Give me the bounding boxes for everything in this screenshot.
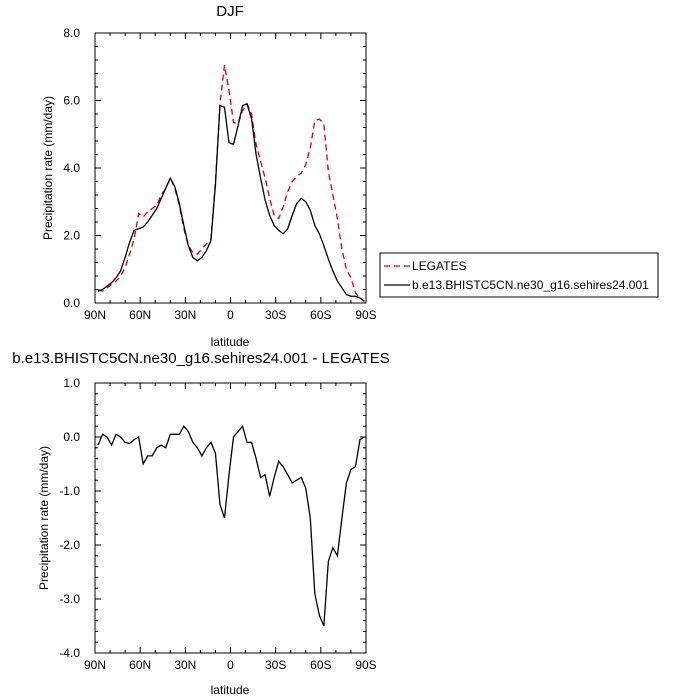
bottom-x-tick-label: 90S [355, 658, 376, 672]
top-x-tick-label: 30S [265, 308, 286, 322]
top-y-tick-label: 0.0 [63, 296, 80, 310]
top-y-tick-label: 8.0 [63, 26, 80, 40]
top-x-tick-label: 60S [310, 308, 331, 322]
top-plot-frame [94, 32, 367, 304]
legend: LEGATES b.e13.BHISTC5CN.ne30_g16.sehires… [379, 252, 659, 298]
top-x-tick-label: 30N [174, 308, 196, 322]
bottom-y-tick-label: -1.0 [59, 484, 80, 498]
legend-label-model: b.e13.BHISTC5CN.ne30_g16.sehires24.001 [412, 278, 649, 292]
legend-box [379, 252, 659, 298]
bottom-series-line-0 [97, 424, 365, 627]
bottom-series-lines [97, 424, 365, 627]
bottom-y-tick-label: -3.0 [59, 592, 80, 606]
top-axis-ticks: 90N 60N 30N 0 30S 60S 90S 0.0 2.0 4.0 6.0 8.0 [63, 26, 376, 322]
bottom-chart-ylabel: Precipitation rate (mm/day) [37, 446, 51, 590]
top-x-tick-label: 60N [129, 308, 151, 322]
top-series-line-0 [97, 64, 365, 302]
bottom-y-tick-label: -4.0 [59, 646, 80, 660]
top-series-line-1 [97, 103, 365, 302]
bottom-y-tick-label: 1.0 [63, 376, 80, 390]
bottom-x-tick-label: 60S [310, 658, 331, 672]
top-chart-title: DJF [216, 3, 244, 20]
bottom-chart-title: b.e13.BHISTC5CN.ne30_g16.sehires24.001 -… [12, 350, 389, 367]
legend-label-legates: LEGATES [412, 259, 466, 273]
top-chart: DJF 90N 60N 30N 0 30S 60S 90S 0.0 2.0 4.0 6.0 8.0 l… [41, 3, 659, 349]
top-series-lines [97, 64, 365, 302]
bottom-x-tick-label: 30S [265, 658, 286, 672]
top-x-tick-label: 90S [355, 308, 376, 322]
bottom-chart-xlabel: latitude [211, 683, 250, 697]
bottom-chart: b.e13.BHISTC5CN.ne30_g16.sehires24.001 -… [12, 350, 389, 697]
top-y-tick-label: 2.0 [63, 229, 80, 243]
top-y-tick-label: 6.0 [63, 94, 80, 108]
bottom-x-tick-label: 0 [227, 658, 234, 672]
bottom-axis-ticks: 90N 60N 30N 0 30S 60S 90S -4.0 -3.0 -2.0 -1.0 0.0 1.… [59, 376, 376, 672]
bottom-y-tick-label: 0.0 [63, 430, 80, 444]
top-y-tick-label: 4.0 [63, 161, 80, 175]
bottom-x-tick-label: 30N [174, 658, 196, 672]
top-chart-ylabel: Precipitation rate (mm/day) [41, 96, 55, 240]
top-chart-xlabel: latitude [211, 335, 250, 349]
top-x-tick-label: 0 [227, 308, 234, 322]
bottom-y-tick-label: -2.0 [59, 538, 80, 552]
bottom-x-tick-label: 90N [84, 658, 106, 672]
top-x-tick-label: 90N [84, 308, 106, 322]
bottom-x-tick-label: 60N [129, 658, 151, 672]
